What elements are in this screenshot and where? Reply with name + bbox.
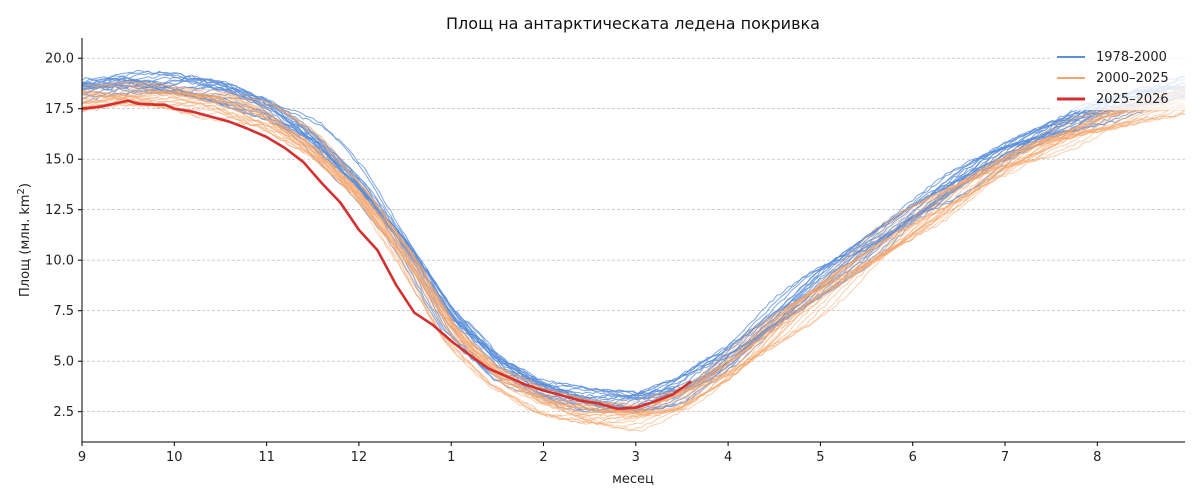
series-line-1978-2000 — [81, 75, 1186, 403]
x-tick-label: 6 — [909, 450, 917, 465]
y-tick-label: 5.0 — [53, 355, 74, 370]
series-line-1978-2000 — [81, 84, 1186, 413]
x-axis-title: месец — [612, 472, 654, 487]
series-line-2000–2025 — [81, 83, 1186, 409]
y-axis-title-main: Площ (млн. km — [18, 194, 33, 297]
x-tick-label: 12 — [351, 450, 368, 465]
series-line-2000–2025 — [81, 80, 1185, 415]
x-tick-label: 8 — [1093, 450, 1101, 465]
legend-label-1978-2000: 1978-2000 — [1096, 50, 1167, 65]
series-line-1978-2000 — [81, 84, 1186, 413]
y-tick-label: 15.0 — [45, 153, 74, 168]
series-line-2000–2025 — [81, 84, 1186, 415]
axes: 9 10 11 12 1 2 3 4 5 6 7 82.55.07.510.012.515.017.5… — [45, 38, 1185, 465]
legend-label-2000-2025: 2000–2025 — [1096, 71, 1169, 86]
series-line-2000–2025 — [81, 90, 1186, 415]
x-tick-label: 5 — [816, 450, 824, 465]
series-line-2000–2025 — [81, 91, 1186, 418]
legend: 1978-2000 2000–2025 2025–2026 — [1050, 44, 1186, 110]
series-line-2000–2025 — [81, 82, 1186, 417]
series-line-2000–2025 — [81, 89, 1186, 423]
x-tick-label: 9 — [78, 450, 86, 465]
y-tick-label: 12.5 — [45, 203, 74, 218]
y-tick-label: 2.5 — [53, 405, 74, 420]
series-line-1978-2000 — [81, 79, 1186, 414]
series-line-1978-2000 — [81, 75, 1186, 403]
series-line-1978-2000 — [81, 81, 1186, 414]
series-line-1978-2000 — [82, 70, 1185, 401]
y-tick-label: 17.5 — [45, 102, 74, 117]
x-tick-label: 2 — [539, 450, 547, 465]
series-line-2000–2025 — [81, 93, 1186, 419]
series-lines — [81, 69, 1186, 432]
y-tick-label: 10.0 — [45, 254, 74, 269]
chart-title: Площ на антарктическата ледена покривка — [446, 14, 820, 33]
series-line-2000–2025 — [81, 89, 1186, 413]
series-line-current-season — [81, 99, 692, 410]
x-tick-label: 7 — [1001, 450, 1009, 465]
series-line-1978-2000 — [81, 77, 1186, 398]
x-tick-label: 4 — [724, 450, 732, 465]
series-line-1978-2000 — [81, 75, 1186, 410]
series-line-2000–2025 — [81, 90, 1186, 414]
y-axis-title-sup: 2 — [16, 188, 27, 194]
series-line-2000–2025 — [81, 81, 1186, 416]
x-tick-label: 3 — [632, 450, 640, 465]
series-line-2000–2025 — [81, 90, 1186, 421]
x-tick-label: 11 — [258, 450, 275, 465]
y-tick-label: 7.5 — [53, 304, 74, 319]
x-tick-label: 1 — [447, 450, 455, 465]
series-line-2000–2025 — [81, 87, 1186, 420]
series-line-2000–2025 — [81, 93, 1185, 431]
series-line-1978-2000 — [81, 72, 1186, 397]
series-line-1978-2000 — [81, 82, 1186, 413]
y-axis-title-close: ) — [18, 183, 33, 188]
series-line-1978-2000 — [81, 75, 1186, 406]
series-line-2000–2025 — [81, 92, 1186, 427]
series-line-2000–2025 — [81, 82, 1186, 411]
y-axis-title: Площ (млн. km2) — [16, 183, 33, 297]
series-line-2000–2025 — [81, 80, 1186, 413]
y-tick-label: 20.0 — [45, 52, 74, 67]
series-line-1978-2000 — [81, 83, 1186, 413]
legend-label-2025-2026: 2025–2026 — [1096, 92, 1169, 107]
series-line-2000–2025 — [81, 89, 1186, 415]
x-tick-label: 10 — [166, 450, 183, 465]
series-line-1978-2000 — [81, 83, 1186, 413]
